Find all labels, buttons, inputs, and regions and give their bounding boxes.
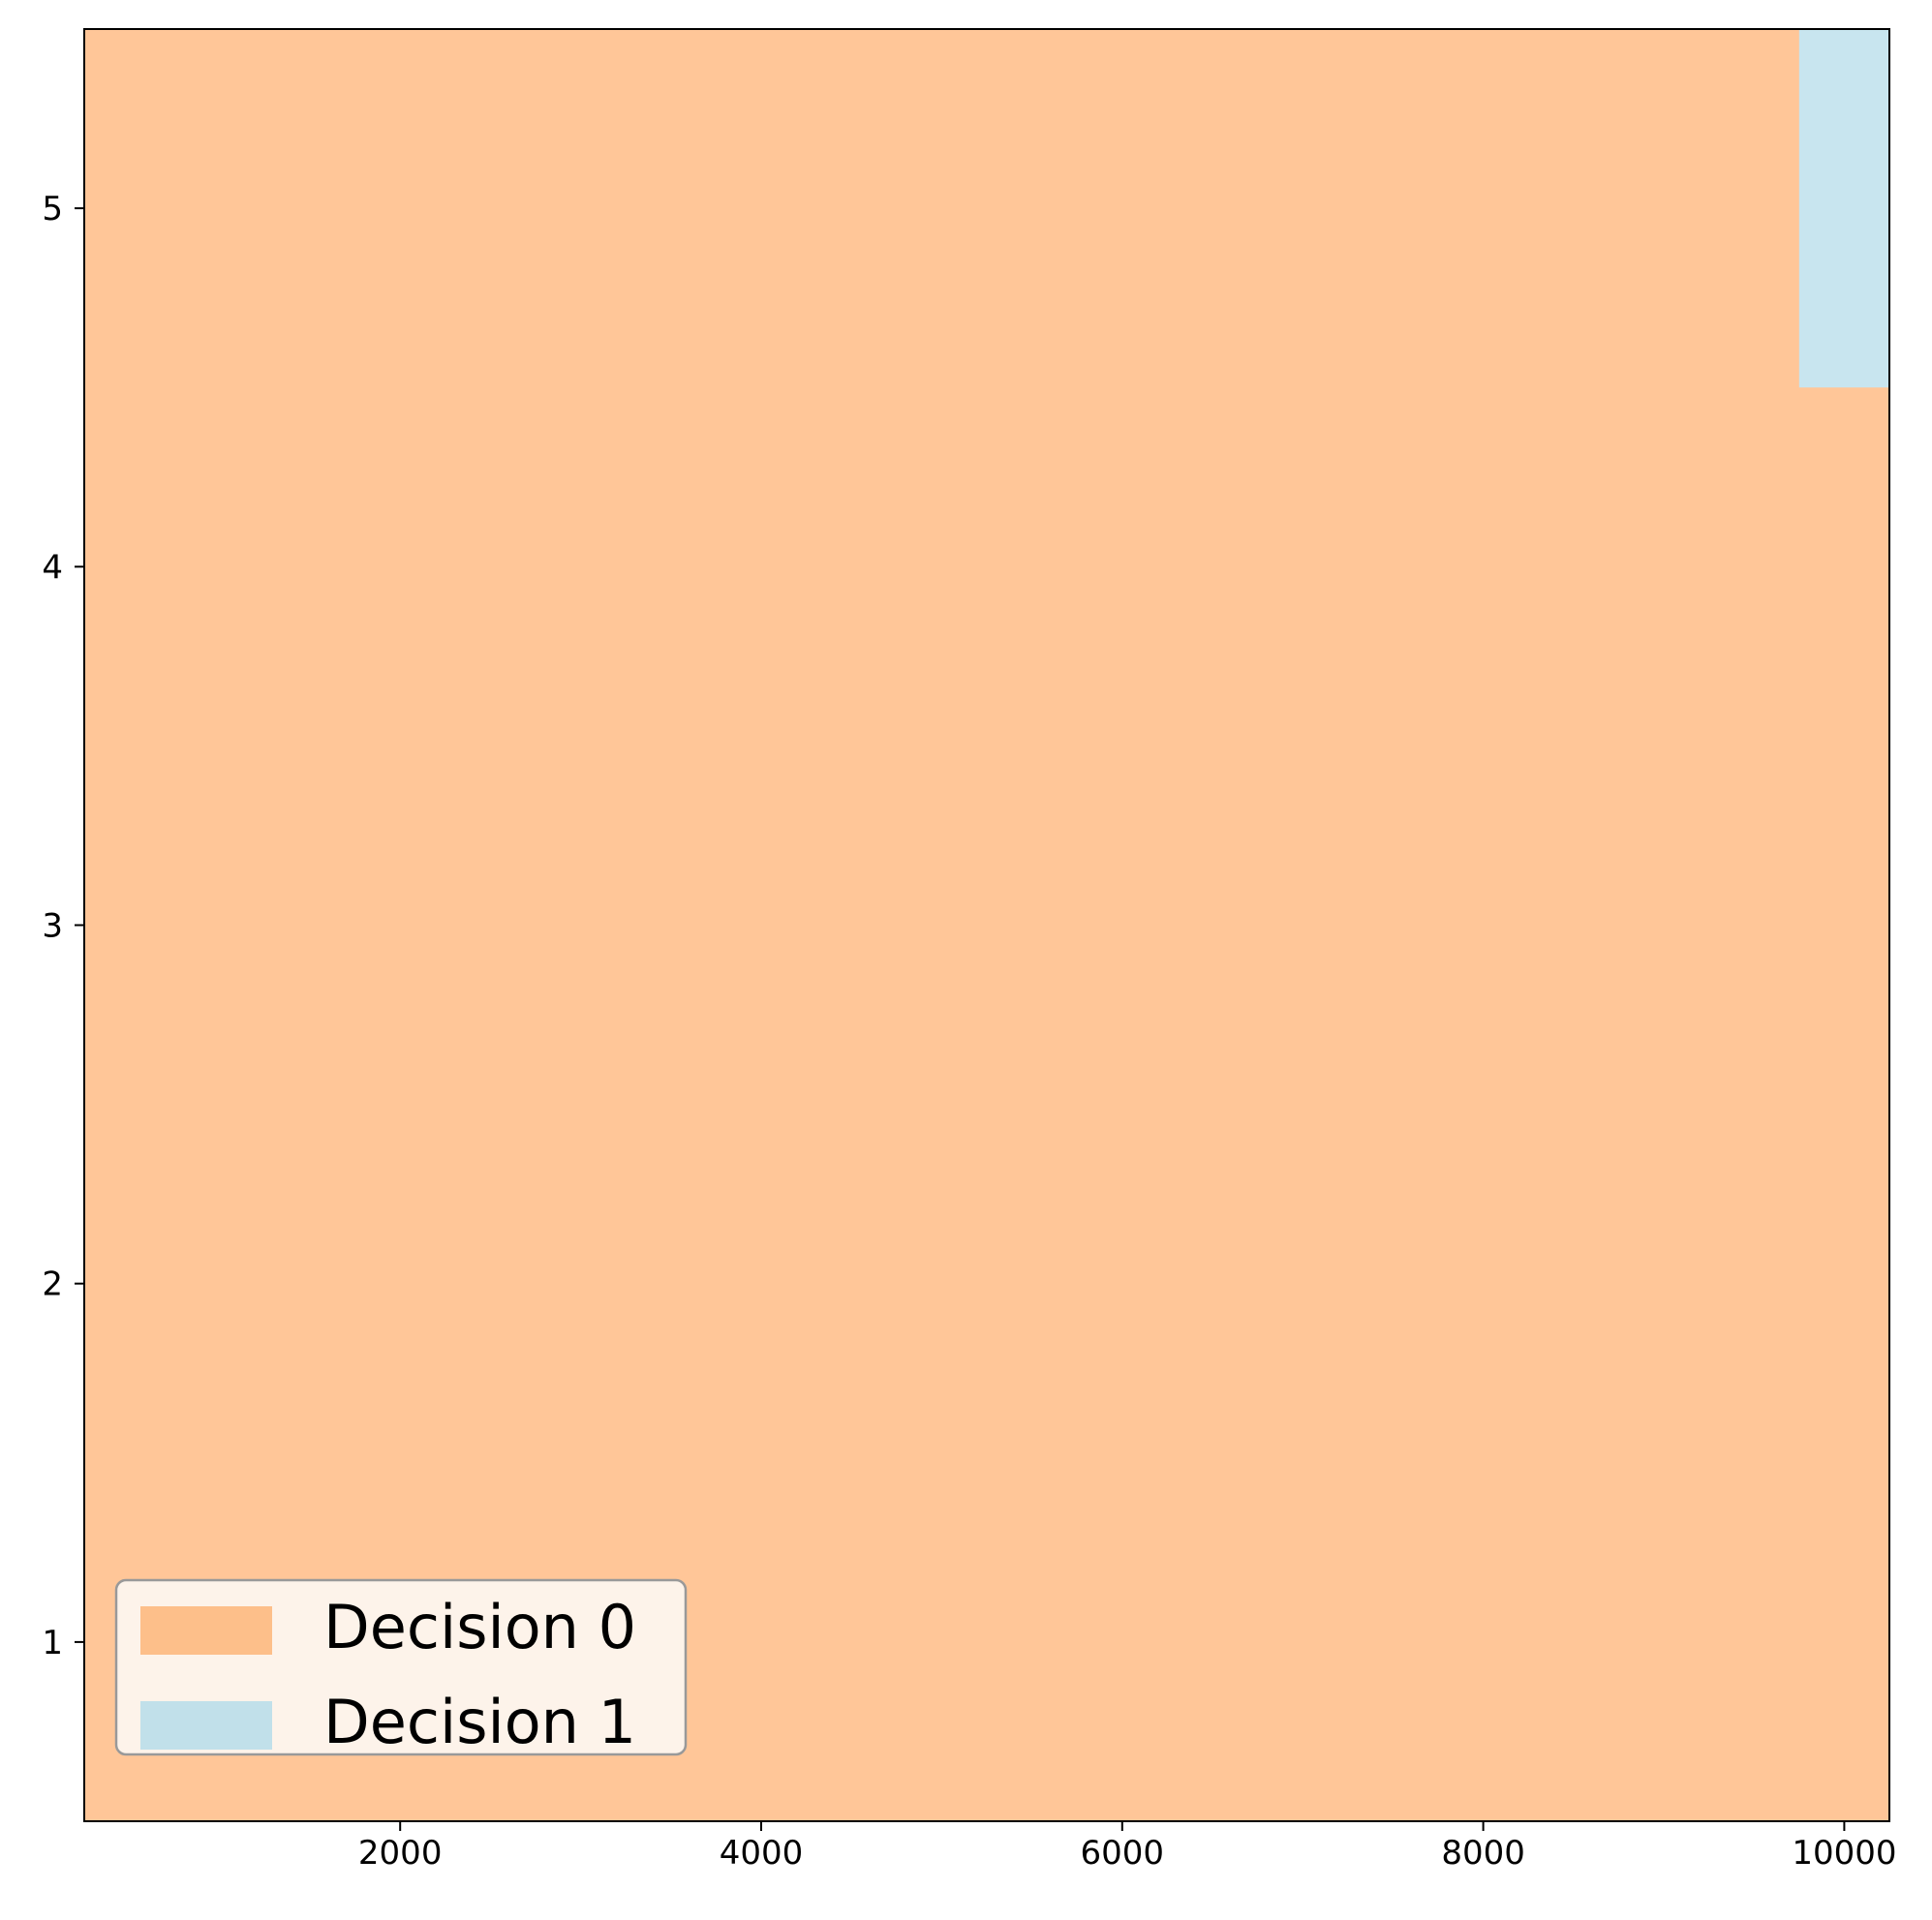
legend-label-decision-1: Decision 1 bbox=[323, 1687, 636, 1757]
y-tick-label: 2 bbox=[42, 1265, 63, 1304]
decision-0-region bbox=[84, 29, 1889, 1821]
x-tick-label: 2000 bbox=[358, 1834, 443, 1873]
y-tick-label: 4 bbox=[42, 548, 63, 587]
x-tick-label: 8000 bbox=[1441, 1834, 1525, 1873]
y-tick-label: 1 bbox=[42, 1624, 63, 1662]
legend-label-decision-0: Decision 0 bbox=[323, 1592, 636, 1662]
x-tick-label: 4000 bbox=[720, 1834, 804, 1873]
x-tick-label: 10000 bbox=[1792, 1834, 1896, 1873]
axes: 2000 4000 6000 8000 10000 1 2 3 4 5 bbox=[42, 28, 1896, 1873]
legend-swatch-decision-1 bbox=[140, 1701, 272, 1750]
legend: Decision 0 Decision 1 bbox=[114, 1578, 688, 1757]
legend-swatch-decision-0 bbox=[140, 1606, 272, 1655]
decision-regions bbox=[84, 29, 1889, 1821]
y-tick-label: 3 bbox=[42, 907, 63, 946]
decision-1-region bbox=[1798, 29, 1889, 388]
x-tick-label: 6000 bbox=[1081, 1834, 1165, 1873]
y-tick-label: 5 bbox=[42, 190, 63, 229]
